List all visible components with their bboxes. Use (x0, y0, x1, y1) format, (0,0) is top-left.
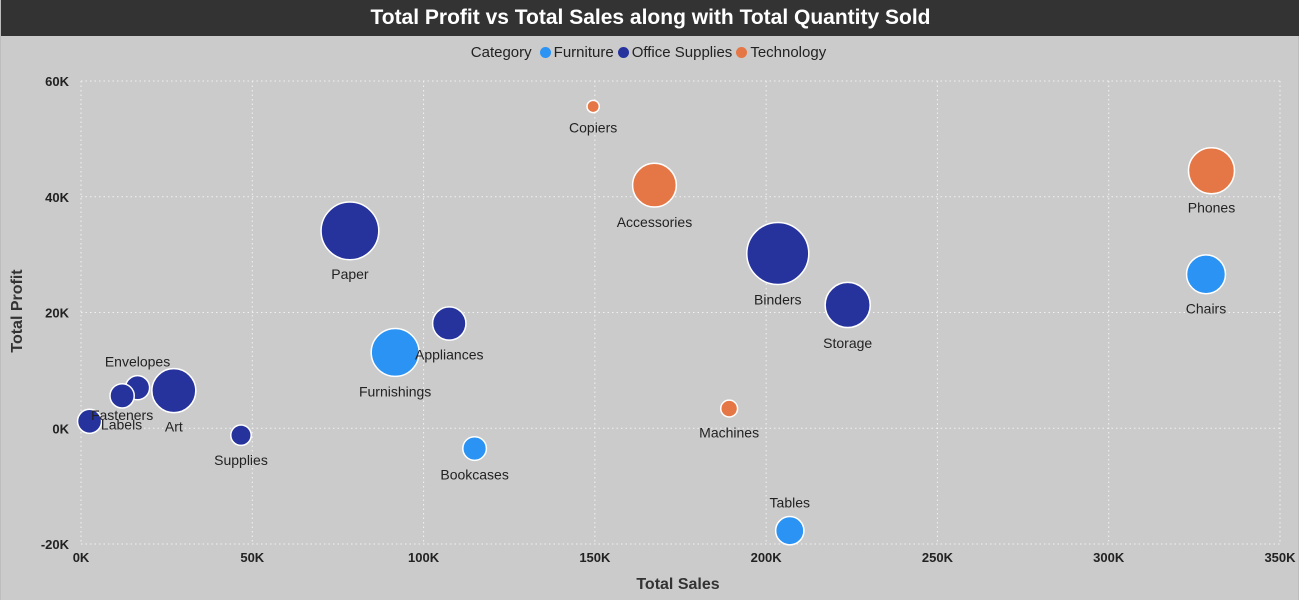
point-labels: Copiers Accessories Phones Machines Paper Bin… (91, 119, 1235, 510)
legend-dot-furniture (539, 47, 551, 58)
legend-label-office-supplies: Office Supplies (631, 44, 733, 61)
x-tick-label: 100K (408, 550, 440, 565)
bubble-paper[interactable] (320, 201, 380, 261)
data-label-phones: Phones (1188, 200, 1235, 216)
x-tick-label: 50K (240, 550, 264, 565)
data-label-accessories: Accessories (617, 214, 692, 230)
data-label-binders: Binders (754, 291, 801, 307)
data-label-art: Art (165, 419, 183, 435)
bubbles (76, 99, 1236, 546)
bubble-art[interactable] (151, 367, 197, 414)
bubble-supplies[interactable] (230, 424, 252, 447)
bubble-tables[interactable] (774, 515, 805, 546)
bubble-bookcases[interactable] (462, 435, 488, 462)
legend-dot-technology (736, 47, 748, 58)
x-axis-title: Total Sales (636, 576, 719, 593)
y-axis-title: Total Profit (9, 269, 26, 353)
legend-item-office-supplies[interactable]: Office Supplies (617, 44, 733, 61)
data-label-copiers: Copiers (569, 119, 617, 135)
y-tick-label: 60K (45, 74, 69, 89)
bubble-machines[interactable] (719, 399, 739, 418)
bubble-labels[interactable] (76, 408, 103, 435)
bubble-storage[interactable] (824, 281, 871, 329)
data-label-chairs: Chairs (1186, 300, 1226, 316)
legend-item-furniture[interactable]: Furniture (539, 44, 614, 61)
data-label-tables: Tables (770, 495, 810, 511)
x-tick-label: 250K (922, 550, 954, 565)
y-tick-label: -20K (41, 537, 70, 552)
bubble-furnishings[interactable] (370, 327, 420, 378)
legend-dot-office-supplies (617, 47, 629, 58)
bubble-accessories[interactable] (631, 162, 678, 208)
data-label-envelopes: Envelopes (105, 354, 170, 370)
data-label-labels: Labels (101, 416, 142, 432)
data-label-storage: Storage (823, 335, 872, 351)
bubble-chairs[interactable] (1185, 254, 1227, 295)
chart-title: Total Profit vs Total Sales along with T… (1, 0, 1299, 36)
legend: Category Furniture Office Supplies Techn… (1, 44, 1299, 61)
x-tick-label: 200K (751, 550, 783, 565)
x-tick-label: 0K (73, 550, 90, 565)
bubble-copiers[interactable] (586, 99, 601, 114)
x-tick-label: 150K (579, 550, 611, 565)
legend-item-technology[interactable]: Technology (736, 44, 826, 61)
data-label-supplies: Supplies (214, 452, 268, 468)
data-label-furnishings: Furnishings (359, 383, 431, 399)
bubble-binders[interactable] (746, 221, 810, 286)
data-label-bookcases: Bookcases (440, 467, 508, 483)
legend-label-furniture: Furniture (553, 44, 614, 61)
data-label-appliances: Appliances (415, 346, 484, 362)
bubble-appliances[interactable] (431, 306, 467, 341)
y-tick-label: 20K (45, 306, 69, 321)
y-tick-label: 0K (52, 421, 69, 436)
y-tick-label: 40K (45, 190, 69, 205)
axis-ticks: 0K 50K 100K 150K 200K 250K 300K 350K 60K 40K 20K 0K… (41, 74, 1296, 565)
data-label-fasteners: Fasteners (91, 407, 153, 423)
data-label-machines: Machines (699, 425, 759, 441)
x-tick-label: 300K (1093, 550, 1125, 565)
x-tick-label: 350K (1264, 550, 1296, 565)
bubble-fasteners[interactable] (109, 382, 135, 409)
grid-lines (80, 80, 1281, 545)
data-label-paper: Paper (331, 266, 369, 282)
legend-label-technology: Technology (750, 44, 827, 61)
bubble-phones[interactable] (1187, 146, 1236, 195)
legend-title: Category (470, 44, 532, 61)
